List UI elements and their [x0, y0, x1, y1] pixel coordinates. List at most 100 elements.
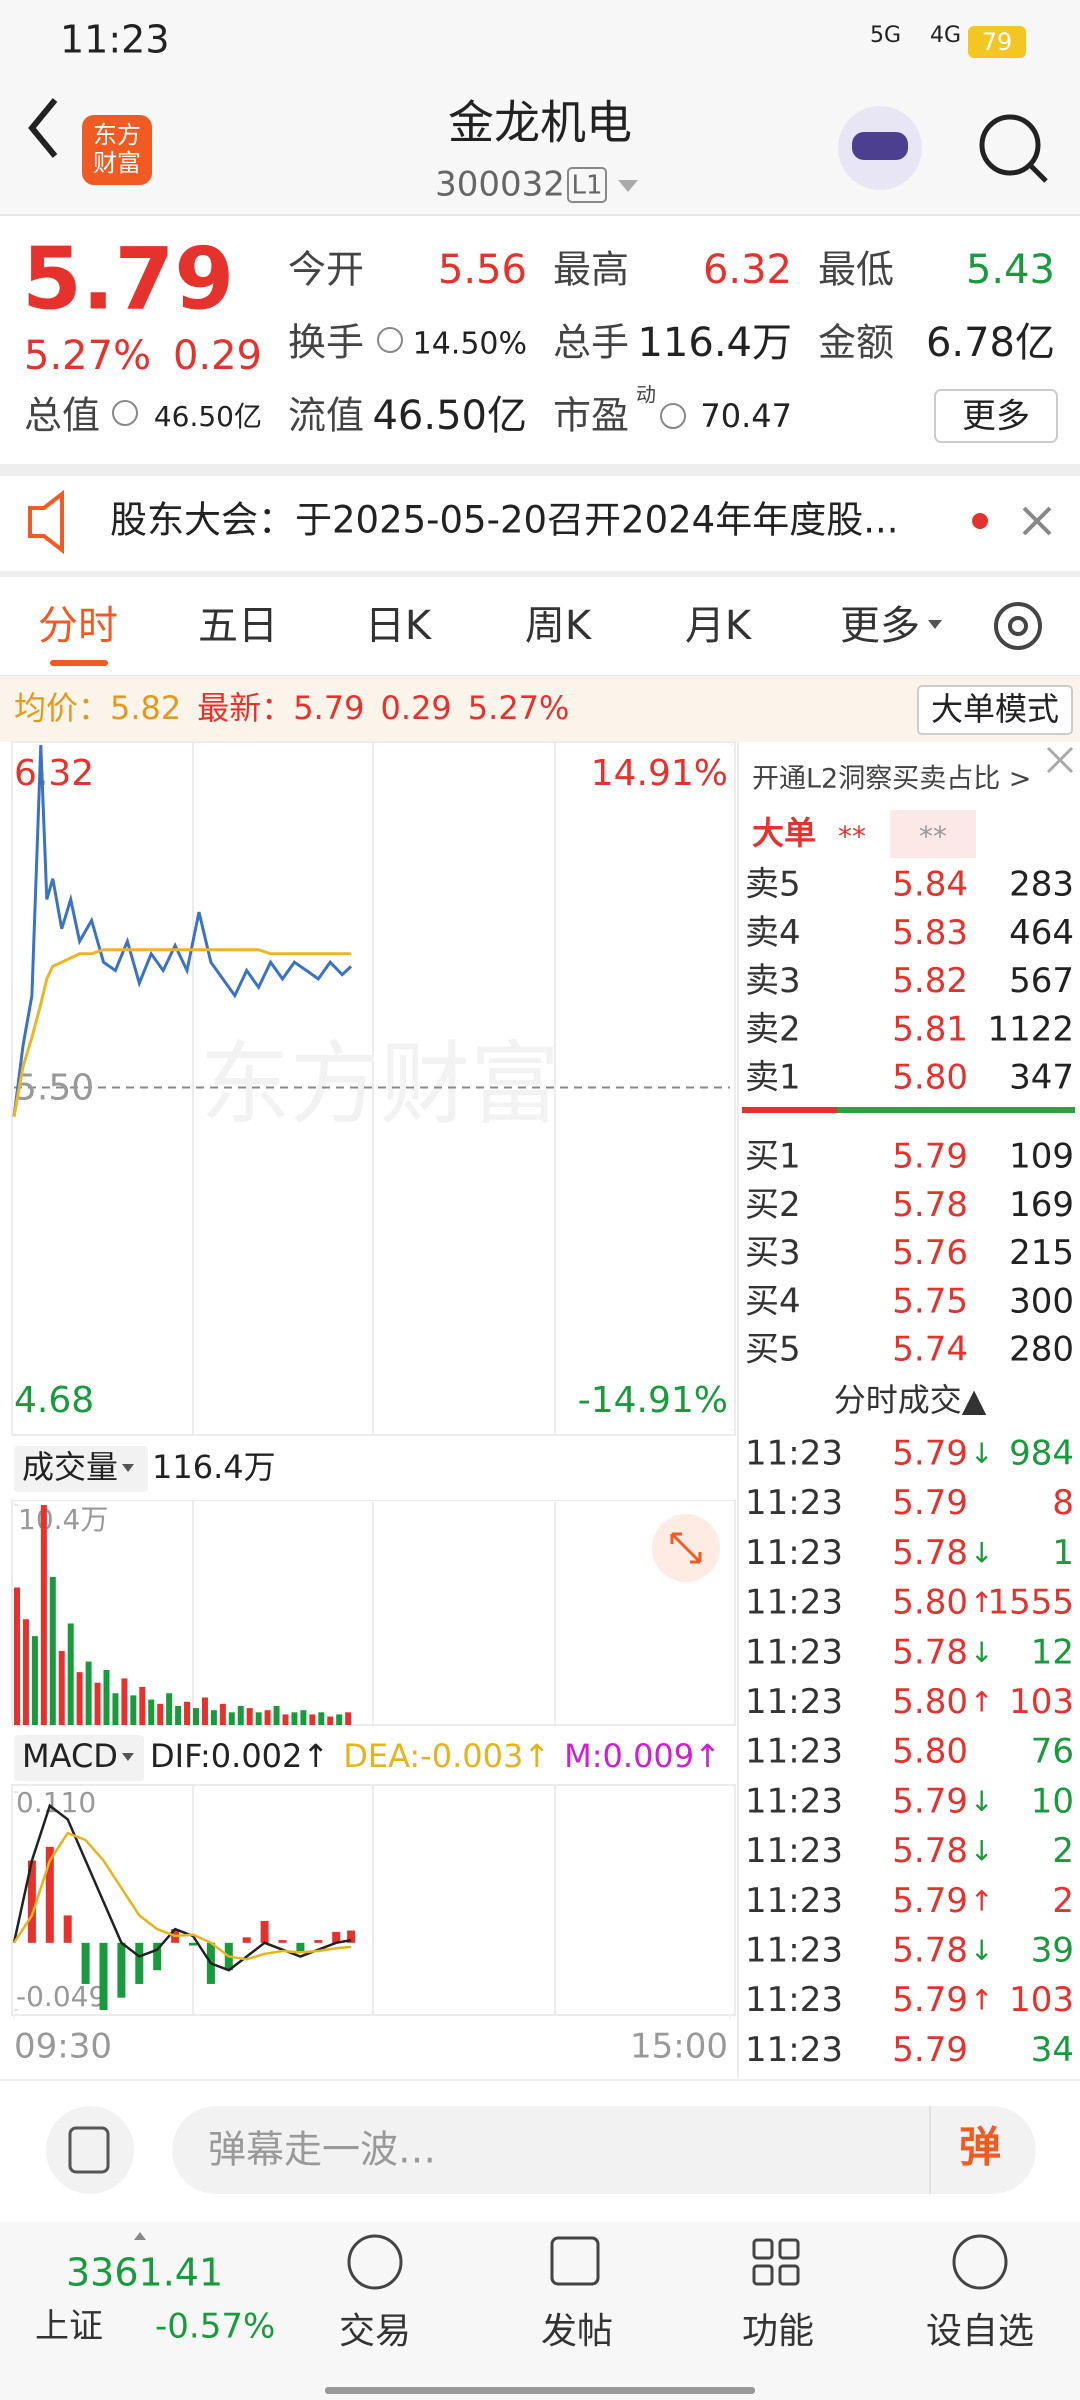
trade-arrow: ↑: [970, 1984, 993, 2017]
big-order-box: [890, 810, 976, 858]
book-volume: 347: [1009, 1058, 1074, 1098]
trade-volume: 34: [1031, 2030, 1074, 2070]
l2-banner[interactable]: 开通L2洞察买卖占比 >: [752, 764, 1031, 795]
dropdown[interactable]: [618, 180, 638, 192]
home-indicator: [325, 2387, 755, 2394]
book-label: 卖1: [745, 1058, 801, 1098]
book-label: 买4: [745, 1281, 801, 1321]
tab[interactable]: 分时: [38, 603, 118, 649]
danmaku-button[interactable]: 弹: [959, 2123, 1001, 2172]
field-label: 今开: [288, 248, 364, 292]
book-price: 5.75: [892, 1281, 968, 1321]
nav-icon[interactable]: [952, 2234, 1008, 2290]
mode-label[interactable]: 大单模式: [931, 690, 1059, 728]
trade-time: 11:23: [745, 1732, 843, 1772]
trade-volume: 12: [1031, 1632, 1074, 1672]
trade-volume: 984: [1009, 1434, 1074, 1474]
info-icon[interactable]: [377, 327, 403, 353]
comment-settings[interactable]: [46, 2106, 134, 2194]
level-badge: [567, 167, 607, 203]
trade-price: 5.79: [892, 1434, 968, 1474]
more-label[interactable]: 更多: [962, 397, 1030, 437]
settings-button[interactable]: [994, 602, 1042, 650]
macd-bar: [278, 1940, 287, 1943]
trade-time: 11:23: [745, 1831, 843, 1871]
label: 5.82: [110, 689, 181, 727]
close-notice[interactable]: [1022, 506, 1052, 536]
trade-volume: 1: [1052, 1533, 1074, 1573]
macd-bar: [189, 1942, 197, 1946]
y-tick-label: 10.4万: [18, 1503, 108, 1536]
unread-dot: [972, 513, 988, 529]
volume-total: 116.4万: [152, 1448, 276, 1486]
search-button[interactable]: [979, 114, 1041, 176]
volume-bar: [40, 1505, 47, 1725]
nav-item[interactable]: 设自选: [926, 2311, 1034, 2352]
volume-bar: [94, 1682, 101, 1725]
tab[interactable]: 更多: [840, 603, 920, 649]
trade-price: 5.79: [892, 1881, 968, 1921]
label: 5.79: [293, 689, 364, 727]
book-label: 买1: [745, 1137, 801, 1177]
volume-bar: [166, 1693, 173, 1725]
nav-item[interactable]: 发帖: [541, 2311, 613, 2352]
nav-item[interactable]: 功能: [742, 2311, 814, 2352]
field-value: 46.50亿: [372, 393, 527, 439]
tab[interactable]: 月K: [685, 603, 753, 649]
tab[interactable]: 五日: [198, 603, 278, 649]
comment-placeholder[interactable]: 弹幕走一波…: [208, 2128, 436, 2172]
trade-time: 11:23: [745, 1434, 843, 1474]
tab[interactable]: 周K: [525, 603, 593, 649]
trade-arrow: ↓: [970, 1536, 993, 1569]
trade-time: 11:23: [745, 2030, 843, 2070]
trade-price: 5.78: [892, 1931, 968, 1971]
search-handle: [1028, 163, 1048, 183]
trade-volume: 39: [1031, 1931, 1074, 1971]
book-label: 卖3: [745, 961, 801, 1001]
nav-icon[interactable]: [347, 2234, 403, 2290]
volume-bar: [327, 1716, 334, 1725]
info-icon[interactable]: [660, 403, 686, 429]
macd-selector[interactable]: [14, 1735, 144, 1781]
macd-bar: [347, 1930, 356, 1943]
trade-volume: 1555: [987, 1583, 1074, 1623]
trade-price: 5.78: [892, 1632, 968, 1672]
field-label: 流值: [288, 394, 364, 438]
field-label: 金额: [818, 321, 894, 365]
nav-icon[interactable]: [752, 2238, 800, 2286]
field-value: 6.78亿: [926, 320, 1055, 366]
battery-level: 79: [982, 28, 1013, 56]
mode-button[interactable]: [917, 685, 1073, 735]
macd-bar: [63, 1915, 72, 1943]
macd-bar: [117, 1942, 126, 1998]
tab[interactable]: 日K: [365, 603, 433, 649]
book-volume: 169: [1009, 1185, 1074, 1225]
book-label: 买3: [745, 1233, 801, 1273]
notice-text[interactable]: 股东大会：于2025-05-20召开2024年年度股...: [110, 499, 898, 542]
comment-input[interactable]: [172, 2106, 1036, 2194]
field-value: 6.32: [703, 247, 792, 293]
field-value: 70.47: [700, 397, 792, 435]
trade-time: 11:23: [745, 1781, 843, 1821]
book-volume: 109: [1009, 1137, 1074, 1177]
info-icon[interactable]: [112, 400, 138, 426]
logo-text: 财富: [93, 149, 141, 177]
field-label: 市盈: [553, 394, 629, 438]
expand-icon: [670, 1532, 702, 1564]
back-button[interactable]: [28, 98, 58, 158]
volume-bar: [345, 1712, 352, 1725]
volume-bar: [184, 1701, 191, 1725]
nav-icon[interactable]: [550, 2236, 600, 2286]
volume-bar: [273, 1705, 280, 1725]
dea-label: DEA:-0.003↑: [343, 1737, 550, 1775]
volume-bar: [139, 1686, 146, 1725]
book-price: 5.79: [892, 1137, 968, 1177]
nav-item[interactable]: 交易: [339, 2311, 411, 2352]
more-button[interactable]: [934, 389, 1058, 443]
y-tick-label: 6.32: [14, 753, 94, 794]
close-banner[interactable]: [1046, 746, 1074, 774]
index-value[interactable]: 3361.41: [66, 2251, 223, 2295]
dropdown: [122, 1464, 135, 1472]
volume-bar: [58, 1650, 65, 1725]
volume-selector[interactable]: [14, 1446, 148, 1492]
